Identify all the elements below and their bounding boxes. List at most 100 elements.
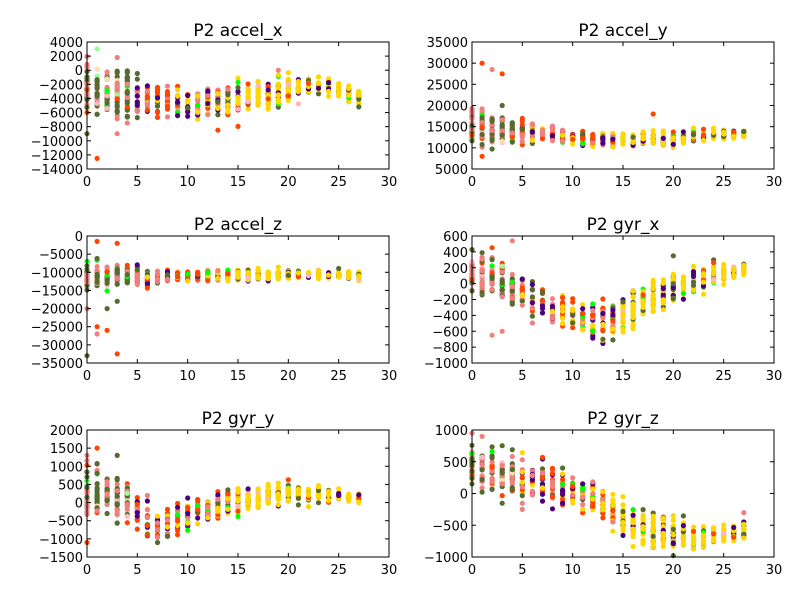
- scatter-point: [509, 299, 515, 305]
- scatter-point: [680, 138, 686, 144]
- scatter-point: [499, 463, 505, 469]
- scatter-point: [195, 109, 201, 115]
- scatter-point: [144, 101, 150, 107]
- scatter-point: [305, 273, 312, 279]
- scatter-point: [215, 496, 221, 502]
- scatter-point: [489, 332, 495, 338]
- scatter-point: [134, 115, 140, 121]
- scatter-point: [235, 85, 241, 91]
- scatter-point: [175, 113, 181, 119]
- tick-label: 0: [83, 563, 91, 578]
- scatter-point: [741, 267, 747, 274]
- scatter-point: [600, 310, 606, 317]
- scatter-point: [154, 513, 161, 519]
- scatter-point: [255, 97, 261, 103]
- scatter-point: [640, 292, 646, 298]
- scatter-point: [134, 99, 140, 105]
- tick-label: 20: [280, 563, 297, 578]
- scatter-point: [245, 99, 251, 105]
- scatter-point: [245, 500, 251, 507]
- scatter-point: [235, 272, 241, 278]
- scatter-point: [114, 91, 120, 98]
- scatter-point: [154, 534, 161, 540]
- scatter-point: [489, 146, 495, 152]
- tick-label: 4000: [50, 36, 83, 51]
- scatter-point: [479, 289, 485, 296]
- scatter-point: [670, 281, 676, 287]
- scatter-point: [245, 505, 251, 512]
- scatter-point: [104, 76, 110, 82]
- scatter-point: [134, 108, 140, 114]
- scatter-point: [509, 486, 515, 492]
- scatter-point: [114, 54, 120, 61]
- tick-label: 30000: [427, 57, 468, 72]
- scatter-point: [154, 268, 161, 274]
- tick-label: 500: [58, 478, 83, 493]
- scatter-point: [509, 134, 515, 140]
- scatter-point: [124, 506, 130, 512]
- tick-label: 0: [83, 369, 91, 384]
- scatter-point: [94, 470, 100, 476]
- scatter-point: [539, 136, 546, 142]
- scatter-point: [265, 272, 271, 278]
- scatter-point: [175, 518, 181, 524]
- scatter-point: [175, 93, 181, 99]
- scatter-point: [499, 470, 505, 476]
- scatter-point: [114, 80, 120, 86]
- scatter-point: [660, 135, 666, 141]
- scatter-point: [610, 317, 616, 324]
- scatter-point: [509, 126, 515, 132]
- tick-label: 30: [381, 175, 398, 190]
- scatter-point: [215, 90, 221, 97]
- scatter-point: [560, 132, 566, 138]
- scatter-point: [600, 489, 606, 495]
- scatter-point: [164, 106, 171, 112]
- scatter-point: [104, 510, 110, 517]
- scatter-point: [570, 141, 576, 147]
- scatter-point: [205, 100, 211, 107]
- scatter-point: [600, 336, 606, 342]
- tick-label: 600: [443, 230, 468, 245]
- scatter-point: [305, 492, 312, 498]
- scatter-point: [660, 297, 666, 303]
- scatter-point: [479, 250, 485, 256]
- tick-label: 0: [468, 369, 476, 384]
- scatter-point: [336, 492, 342, 499]
- scatter-point: [519, 500, 525, 506]
- chart-panel-gyr-y: P2 gyr_y 0 5 10 15 20 25 30 −1500 −1000 −500 0 500 1…: [39, 409, 397, 578]
- scatter-points: [469, 238, 747, 346]
- scatter-point: [529, 129, 535, 135]
- scatter-point: [489, 444, 495, 450]
- tick-label: 25: [330, 369, 347, 384]
- scatter-point: [205, 112, 211, 118]
- scatter-point: [610, 519, 616, 525]
- scatter-point: [235, 89, 241, 95]
- scatter-point: [479, 280, 485, 286]
- scatter-point: [610, 491, 616, 497]
- scatter-point: [295, 495, 301, 501]
- scatter-point: [509, 238, 515, 244]
- tick-label: −8000: [39, 121, 83, 136]
- scatter-point: [519, 475, 525, 481]
- scatter-point: [680, 290, 686, 296]
- scatter-point: [215, 127, 221, 133]
- scatter-point: [94, 82, 100, 88]
- scatter-point: [499, 287, 505, 293]
- tick-label: −35000: [31, 357, 83, 372]
- scatter-point: [275, 276, 281, 282]
- tick-label: 0: [83, 175, 91, 190]
- scatter-point: [660, 292, 666, 298]
- scatter-point: [315, 272, 322, 278]
- scatter-point: [94, 324, 100, 330]
- tick-label: 15: [230, 369, 247, 384]
- scatter-point: [479, 106, 485, 112]
- scatter-point: [721, 531, 727, 537]
- scatter-point: [640, 541, 646, 547]
- scatter-point: [549, 127, 556, 133]
- scatter-point: [580, 302, 586, 308]
- scatter-point: [499, 500, 505, 506]
- scatter-point: [620, 304, 626, 310]
- scatter-point: [610, 136, 616, 142]
- scatter-point: [124, 81, 130, 87]
- scatter-point: [499, 277, 505, 283]
